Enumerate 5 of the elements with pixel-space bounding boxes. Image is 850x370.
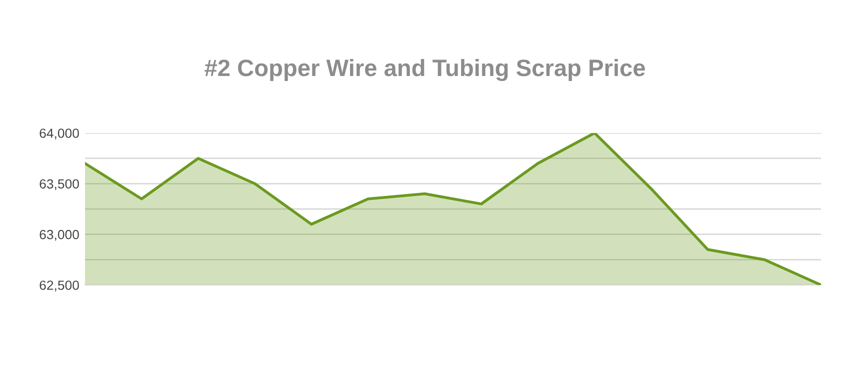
- y-tick-label: 63,500: [40, 179, 79, 190]
- y-tick-label: 62,500: [40, 280, 79, 292]
- chart-title: #2 Copper Wire and Tubing Scrap Price: [204, 58, 645, 82]
- y-tick-label: 63,000: [40, 230, 79, 241]
- y-tick-label: 64,000: [40, 128, 79, 140]
